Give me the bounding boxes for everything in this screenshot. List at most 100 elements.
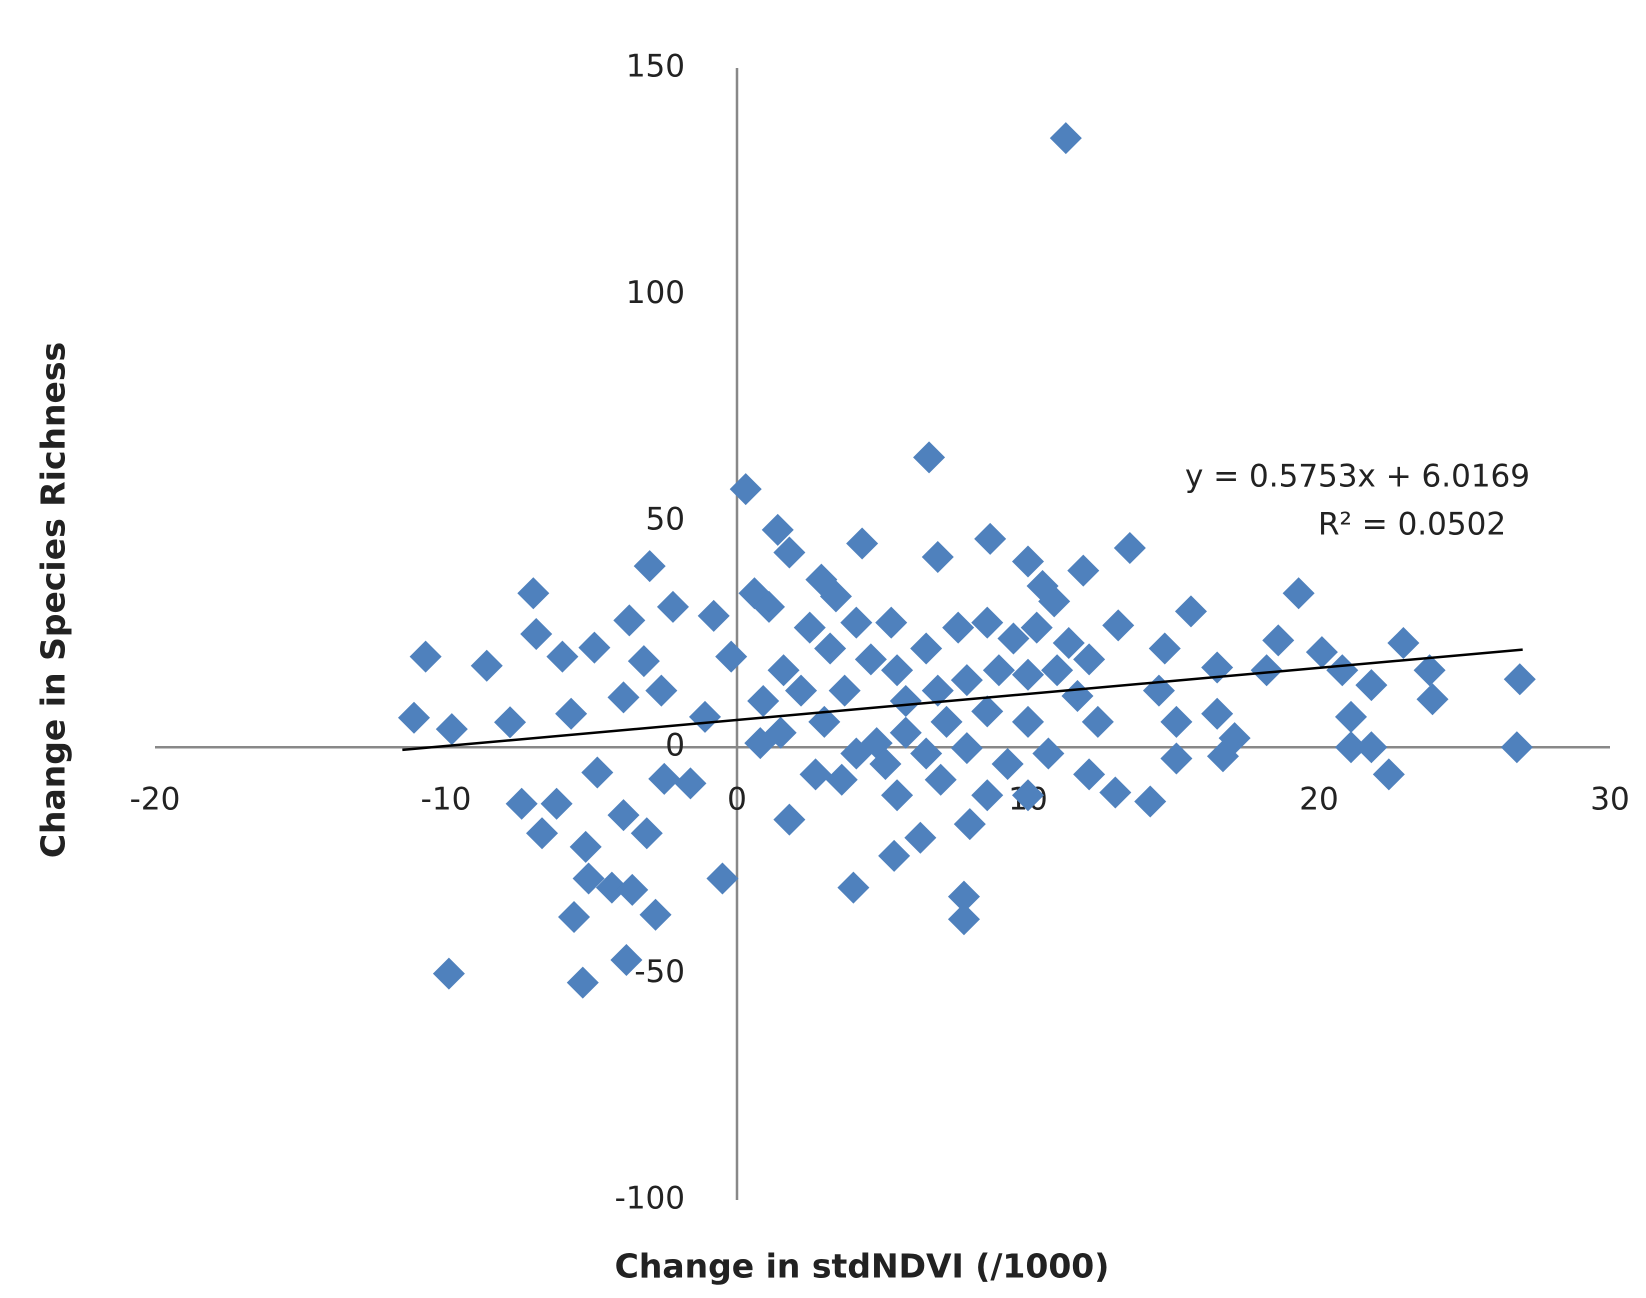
point [1061,680,1094,713]
point [889,716,922,749]
point [715,640,748,673]
point [814,632,847,665]
point [1020,611,1053,644]
point [950,664,983,697]
point [921,541,954,574]
x-tick-label: -10 [421,782,472,818]
point [1500,731,1533,764]
point [819,580,852,613]
point [517,577,550,610]
point [854,643,887,676]
point [1049,122,1082,155]
y-tick-label: 100 [626,275,685,311]
point [616,873,649,906]
point [595,871,628,904]
point [924,763,957,796]
point [991,747,1024,780]
point [1160,742,1193,775]
point [546,640,579,673]
point [1041,654,1074,687]
point [1067,554,1100,587]
point [607,681,640,714]
point [706,862,739,895]
y-axis-title: Change in Species Richness [34,342,73,858]
point [889,685,922,718]
point [953,808,986,841]
point [633,550,666,583]
point [878,839,911,872]
point [875,606,908,639]
point [697,599,730,632]
point [648,762,681,795]
point [913,441,946,474]
point [613,604,646,637]
point [520,618,553,650]
trendline-r-squared: R² = 0.0502 [1318,507,1506,543]
point [881,779,914,812]
point [1413,654,1446,687]
point [688,700,721,733]
point [825,763,858,796]
point [656,590,689,623]
point [1142,674,1175,707]
point [555,697,588,730]
point [942,611,975,644]
point [904,821,937,854]
x-tick-label: 30 [1590,782,1629,818]
point [837,871,870,904]
point [1305,636,1338,669]
point [645,674,678,707]
point [761,513,794,546]
point [1134,785,1167,818]
point [1113,531,1146,564]
point [753,590,786,623]
point [572,862,605,895]
point [1160,705,1193,738]
point [773,536,806,569]
point [1326,654,1359,687]
point [432,957,465,990]
point [607,799,640,832]
point [630,817,663,850]
point [558,901,591,933]
point [397,701,430,734]
point [1102,609,1135,642]
trendline-equation: y = 0.5753x + 6.0169 [1185,459,1530,495]
point [1503,663,1536,696]
point [1073,758,1106,791]
point [540,787,573,820]
point [569,830,602,863]
point [840,606,873,639]
point [729,473,762,506]
point [971,779,1004,812]
point [974,522,1007,555]
point [773,803,806,836]
y-tick-label: -100 [615,1181,685,1217]
point [1052,627,1085,660]
point [1335,700,1368,733]
point [910,632,943,665]
point [1282,577,1315,610]
point [1355,669,1388,702]
point [1012,779,1044,812]
point [828,674,861,707]
point [409,640,442,673]
point [971,606,1004,639]
point [1335,731,1368,764]
point [785,674,818,707]
point [947,880,980,913]
point [930,705,963,738]
point [1032,737,1065,770]
point [971,695,1004,728]
point [639,898,672,931]
point [470,649,503,682]
y-tick-label: 50 [646,501,685,537]
point [1073,643,1106,676]
x-tick-label: 20 [1299,782,1338,818]
point [982,654,1015,687]
point [1416,683,1449,716]
point [947,903,980,936]
point [1174,595,1207,628]
